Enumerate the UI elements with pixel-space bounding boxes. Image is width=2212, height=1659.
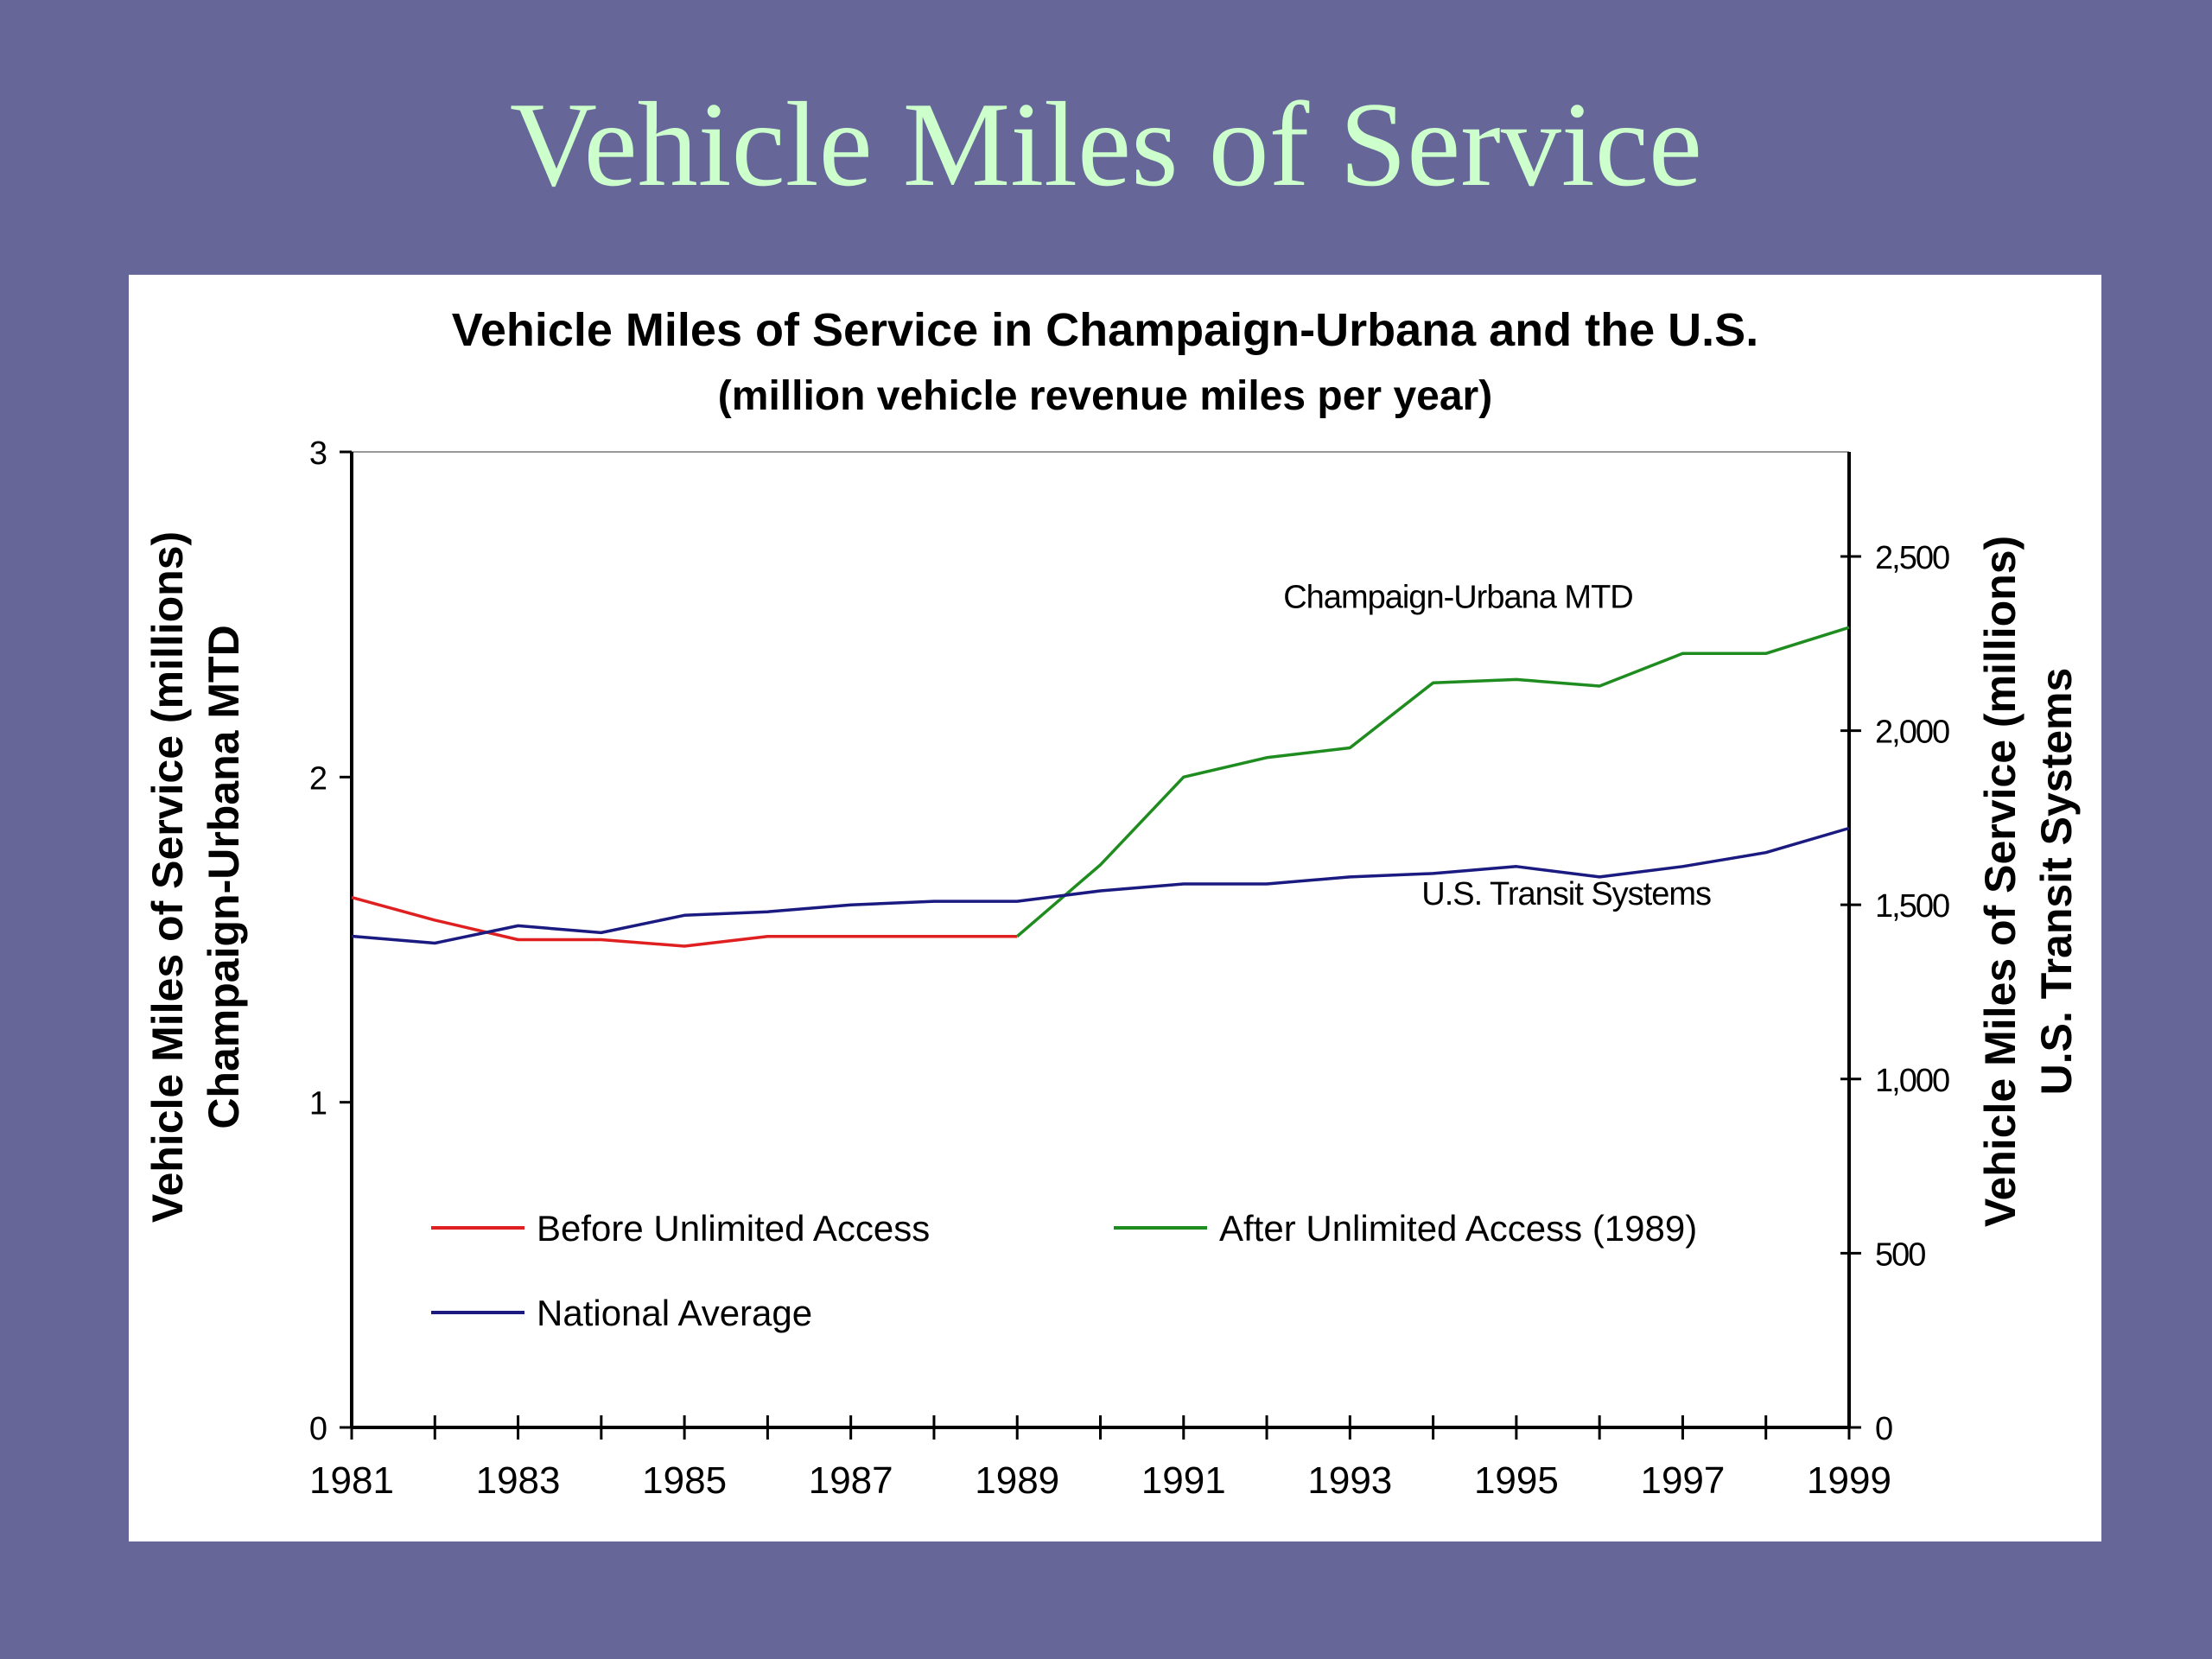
- right-axis-label-line1: Vehicle Miles of Service (millions): [1976, 536, 2024, 1227]
- right-axis-tick-label: 500: [1875, 1236, 1925, 1273]
- slide-title: Vehicle Miles of Service: [509, 78, 1703, 212]
- x-axis-tick-label: 1987: [809, 1459, 893, 1502]
- annotation-label: U.S. Transit Systems: [1421, 876, 1711, 912]
- left-axis-tick-label: 3: [309, 435, 327, 472]
- x-axis-tick-label: 1985: [642, 1459, 727, 1502]
- x-axis-tick-label: 1983: [476, 1459, 561, 1502]
- series-line-national-average: [351, 826, 1850, 945]
- x-axis-tick-label: 1993: [1307, 1459, 1392, 1502]
- x-axis-tick-label: 1989: [975, 1459, 1059, 1502]
- right-axis-tick-label: 1,000: [1875, 1063, 1949, 1099]
- chart-panel: Vehicle Miles of Service in Champaign-Ur…: [129, 275, 2101, 1541]
- right-axis-tick-label: 1,500: [1875, 888, 1949, 925]
- right-axis-tick-label: 2,500: [1875, 540, 1949, 576]
- chart-title: Vehicle Miles of Service in Champaign-Ur…: [452, 304, 1758, 356]
- x-axis-tick-label: 1997: [1640, 1459, 1725, 1502]
- chart-legend: Before Unlimited Access After Unlimited A…: [431, 1208, 1697, 1333]
- chart-subtitle: (million vehicle revenue miles per year): [718, 373, 1492, 419]
- x-axis-tick-label: 1981: [309, 1459, 394, 1502]
- left-axis-tick-label: 0: [309, 1411, 327, 1447]
- x-axis-tick-label: 1991: [1141, 1459, 1226, 1502]
- chart-series: [351, 626, 1850, 948]
- left-axis-tick-label: 2: [309, 760, 327, 797]
- left-axis-tick-label: 1: [309, 1086, 327, 1122]
- legend-label: Before Unlimited Access: [537, 1208, 930, 1249]
- right-axis-tick-label: 2,000: [1875, 715, 1949, 751]
- legend-label: National Average: [537, 1293, 812, 1333]
- legend-label: After Unlimited Access (1989): [1219, 1208, 1697, 1249]
- annotation-label: Champaign-Urbana MTD: [1283, 580, 1633, 616]
- series-line-after-unlimited-access-1989: [1016, 626, 1850, 938]
- x-axis-tick-label: 1995: [1474, 1459, 1559, 1502]
- line-chart: Vehicle Miles of Service in Champaign-Ur…: [143, 304, 2081, 1502]
- left-axis-label-line1: Vehicle Miles of Service (millions): [143, 531, 192, 1223]
- x-axis-tick-label: 1999: [1807, 1459, 1891, 1502]
- chart-axes: 0 1 2 3 0 500 1,000 1,500 2,000 2,500 1981 1983 1985…: [309, 435, 1951, 1502]
- left-axis-label-line2: Champaign-Urbana MTD: [200, 625, 248, 1128]
- right-axis-label-line2: U.S. Transit Systems: [2032, 668, 2081, 1096]
- chart-annotations: Champaign-Urbana MTD U.S. Transit Systems: [1283, 580, 1712, 913]
- right-axis-tick-label: 0: [1875, 1411, 1892, 1447]
- series-line-before-unlimited-access: [351, 895, 1018, 948]
